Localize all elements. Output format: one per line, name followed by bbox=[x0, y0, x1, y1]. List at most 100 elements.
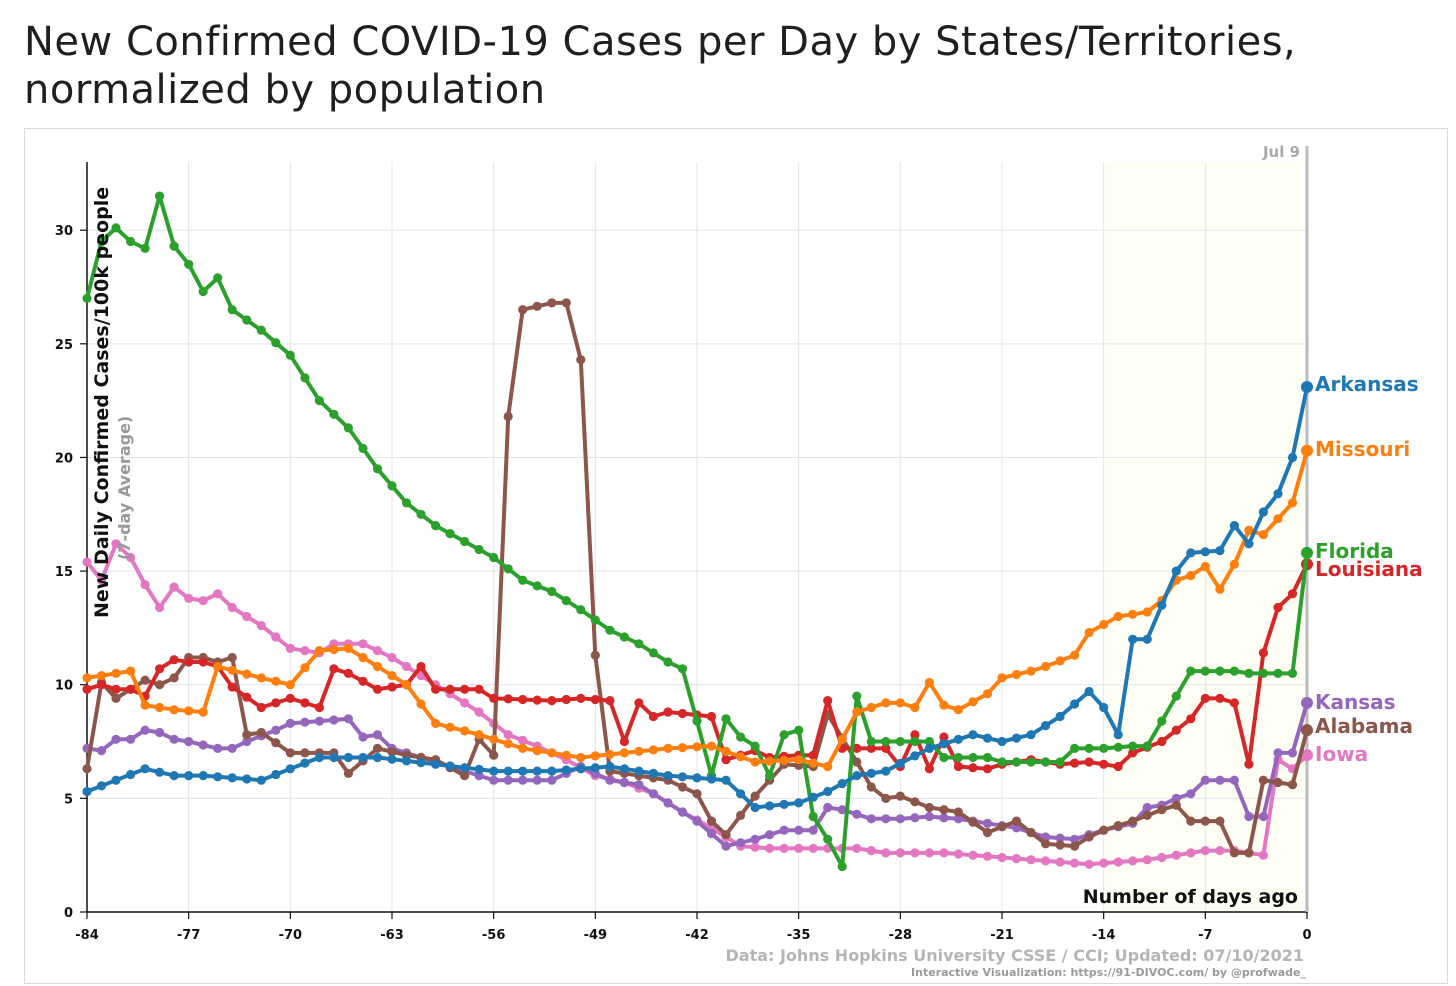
data-point-kansas bbox=[1200, 775, 1210, 785]
data-point-arkansas bbox=[881, 766, 891, 776]
chart-title: New Confirmed COVID-19 Cases per Day by … bbox=[24, 18, 1424, 114]
data-point-alabama bbox=[852, 757, 862, 767]
data-point-florida bbox=[198, 286, 208, 297]
data-point-kansas bbox=[677, 807, 688, 817]
data-point-arkansas bbox=[924, 743, 935, 754]
data-point-alabama bbox=[242, 730, 252, 740]
data-point-alabama bbox=[1142, 810, 1152, 821]
data-point-arkansas bbox=[1070, 699, 1080, 709]
data-point-arkansas bbox=[721, 775, 731, 785]
data-point-arkansas bbox=[837, 779, 847, 789]
data-point-iowa bbox=[852, 843, 862, 854]
data-point-arkansas bbox=[997, 736, 1007, 747]
data-point-arkansas bbox=[605, 761, 615, 772]
data-point-louisiana bbox=[198, 657, 208, 667]
data-point-florida bbox=[1186, 666, 1196, 676]
data-point-iowa bbox=[198, 596, 208, 606]
data-point-iowa bbox=[96, 575, 107, 585]
data-point-alabama bbox=[590, 650, 600, 660]
data-point-kansas bbox=[213, 743, 223, 754]
data-point-missouri bbox=[924, 677, 935, 688]
data-point-arkansas bbox=[808, 792, 818, 802]
data-point-iowa bbox=[895, 848, 905, 858]
data-point-louisiana bbox=[663, 707, 673, 717]
data-point-alabama bbox=[750, 791, 760, 801]
data-point-iowa bbox=[1258, 850, 1268, 860]
data-point-missouri bbox=[518, 743, 528, 754]
data-point-arkansas bbox=[184, 771, 194, 781]
data-point-arkansas bbox=[256, 775, 266, 785]
title-line-2: normalized by population bbox=[24, 67, 546, 113]
data-point-florida bbox=[1070, 743, 1080, 754]
x-tick-label: -77 bbox=[177, 928, 201, 943]
data-point-arkansas bbox=[765, 801, 775, 811]
data-point-louisiana bbox=[1200, 693, 1210, 704]
data-point-missouri bbox=[648, 745, 659, 755]
data-point-missouri bbox=[677, 743, 688, 753]
data-point-louisiana bbox=[474, 684, 484, 694]
data-point-missouri bbox=[503, 739, 513, 749]
data-point-kansas bbox=[663, 798, 673, 808]
data-point-louisiana bbox=[184, 657, 194, 667]
data-point-alabama bbox=[1011, 816, 1022, 826]
data-point-alabama bbox=[576, 355, 586, 365]
data-point-iowa bbox=[300, 646, 310, 656]
data-point-florida bbox=[314, 396, 324, 406]
data-point-louisiana bbox=[561, 694, 571, 705]
data-point-florida bbox=[1142, 741, 1152, 751]
data-point-arkansas bbox=[372, 752, 383, 763]
data-point-arkansas bbox=[866, 768, 876, 779]
data-point-louisiana bbox=[518, 694, 528, 705]
data-point-louisiana bbox=[329, 664, 339, 674]
data-point-louisiana bbox=[169, 655, 179, 665]
data-point-alabama bbox=[866, 782, 876, 792]
data-point-florida bbox=[590, 615, 600, 625]
data-point-arkansas bbox=[489, 766, 499, 776]
data-point-missouri bbox=[358, 652, 368, 663]
data-point-alabama bbox=[1215, 816, 1225, 826]
data-point-louisiana bbox=[910, 730, 920, 740]
data-point-louisiana bbox=[372, 684, 383, 694]
data-point-louisiana bbox=[155, 664, 165, 674]
data-point-missouri bbox=[329, 644, 339, 655]
data-point-arkansas bbox=[387, 754, 397, 764]
data-point-alabama bbox=[1200, 816, 1210, 826]
data-point-alabama bbox=[910, 797, 920, 807]
data-point-kansas bbox=[736, 838, 746, 848]
data-point-missouri bbox=[750, 757, 760, 767]
data-point-arkansas bbox=[82, 786, 92, 797]
data-point-iowa bbox=[794, 843, 804, 854]
endpoint-iowa bbox=[1301, 749, 1313, 762]
data-point-missouri bbox=[1041, 661, 1051, 672]
data-point-florida bbox=[939, 752, 949, 763]
data-point-arkansas bbox=[1215, 546, 1225, 556]
data-point-iowa bbox=[242, 611, 252, 622]
data-point-florida bbox=[765, 771, 775, 781]
data-point-iowa bbox=[518, 735, 528, 746]
data-point-louisiana bbox=[256, 702, 266, 713]
data-point-kansas bbox=[837, 805, 847, 815]
data-point-arkansas bbox=[1258, 507, 1268, 517]
data-point-iowa bbox=[1171, 850, 1181, 860]
data-point-arkansas bbox=[416, 758, 426, 768]
data-point-alabama bbox=[1229, 848, 1239, 858]
data-point-iowa bbox=[1215, 846, 1225, 856]
data-point-louisiana bbox=[1084, 757, 1094, 767]
data-point-louisiana bbox=[590, 694, 600, 705]
data-point-florida bbox=[547, 586, 557, 597]
data-point-iowa bbox=[1041, 856, 1051, 866]
data-point-florida bbox=[837, 861, 847, 872]
data-point-alabama bbox=[561, 298, 571, 308]
data-point-missouri bbox=[721, 746, 731, 757]
data-point-iowa bbox=[808, 843, 818, 854]
data-point-kansas bbox=[329, 715, 339, 725]
data-point-florida bbox=[1128, 741, 1138, 751]
data-point-arkansas bbox=[1273, 489, 1283, 499]
data-point-iowa bbox=[460, 698, 470, 708]
data-point-kansas bbox=[1258, 811, 1268, 822]
data-point-florida bbox=[924, 736, 935, 747]
data-point-kansas bbox=[605, 775, 615, 785]
data-point-iowa bbox=[401, 661, 412, 672]
data-point-arkansas bbox=[503, 766, 513, 776]
